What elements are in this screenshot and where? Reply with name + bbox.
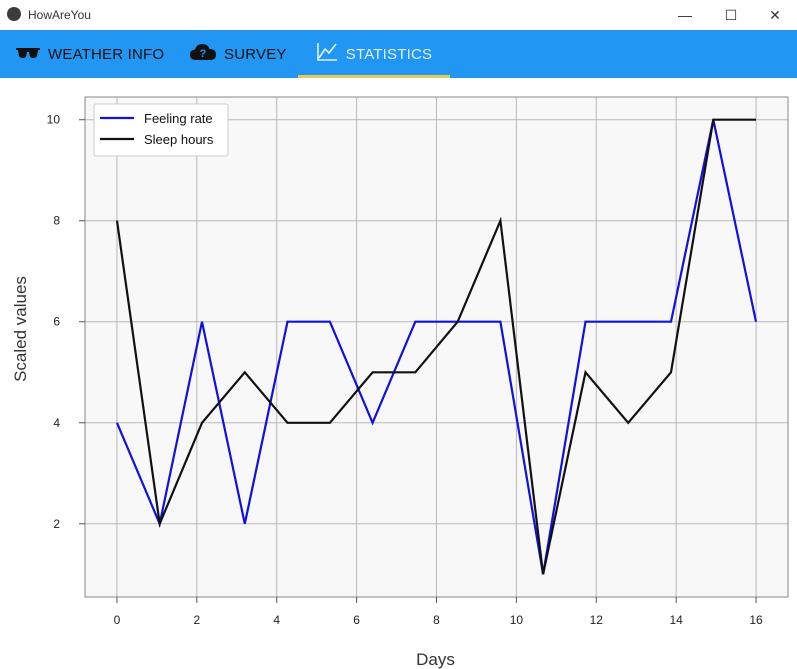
x-tick-label: 4 bbox=[273, 613, 280, 627]
tab-statistics[interactable]: STATISTICS bbox=[298, 30, 450, 78]
x-tick-label: 10 bbox=[510, 613, 524, 627]
statistics-chart: 0 2 4 6 8 10 12 14 16 2 4 6 8 10 Days Scaled values Feel… bbox=[11, 96, 789, 669]
tab-weather-info[interactable]: WEATHER INFO bbox=[16, 30, 164, 78]
x-tick-label: 6 bbox=[353, 613, 360, 627]
maximize-button[interactable]: ☐ bbox=[724, 6, 738, 23]
x-tick-label: 2 bbox=[193, 613, 200, 627]
y-tick-label: 8 bbox=[53, 214, 60, 228]
title-bar: HowAreYou — ☐ ✕ bbox=[0, 0, 797, 30]
tab-weather-label: WEATHER INFO bbox=[48, 45, 165, 63]
svg-text:?: ? bbox=[200, 48, 207, 60]
x-tick-label: 12 bbox=[590, 613, 604, 627]
x-tick-label: 14 bbox=[669, 613, 683, 627]
legend-label: Feeling rate bbox=[144, 111, 213, 126]
x-tick-label: 0 bbox=[114, 613, 121, 627]
y-tick-label: 4 bbox=[53, 416, 60, 430]
tab-statistics-label: STATISTICS bbox=[345, 45, 433, 63]
y-tick-label: 6 bbox=[53, 315, 60, 329]
y-tick-label: 10 bbox=[47, 113, 61, 127]
y-axis-label: Scaled values bbox=[11, 276, 30, 382]
close-button[interactable]: ✕ bbox=[769, 6, 781, 23]
active-tab-indicator bbox=[298, 75, 450, 78]
chart-line-icon bbox=[316, 42, 338, 66]
x-tick-label: 16 bbox=[749, 613, 763, 627]
y-tick-label: 2 bbox=[53, 517, 60, 531]
window-title: HowAreYou bbox=[28, 8, 91, 22]
tab-survey-label: SURVEY bbox=[224, 45, 287, 63]
legend-label: Sleep hours bbox=[144, 132, 214, 147]
x-axis-label: Days bbox=[416, 650, 455, 669]
x-tick-label: 8 bbox=[433, 613, 440, 627]
series-line-sleep-hours bbox=[115, 118, 756, 575]
app-icon bbox=[7, 7, 21, 21]
series-line-feeling-rate bbox=[115, 119, 758, 575]
cloud-question-icon: ? bbox=[190, 43, 216, 65]
tab-bar: WEATHER INFO ? SURVEY STATISTICS bbox=[0, 30, 797, 78]
minimize-button[interactable]: — bbox=[678, 7, 692, 23]
sunglasses-icon bbox=[16, 45, 40, 63]
tab-survey[interactable]: ? SURVEY bbox=[190, 30, 287, 78]
